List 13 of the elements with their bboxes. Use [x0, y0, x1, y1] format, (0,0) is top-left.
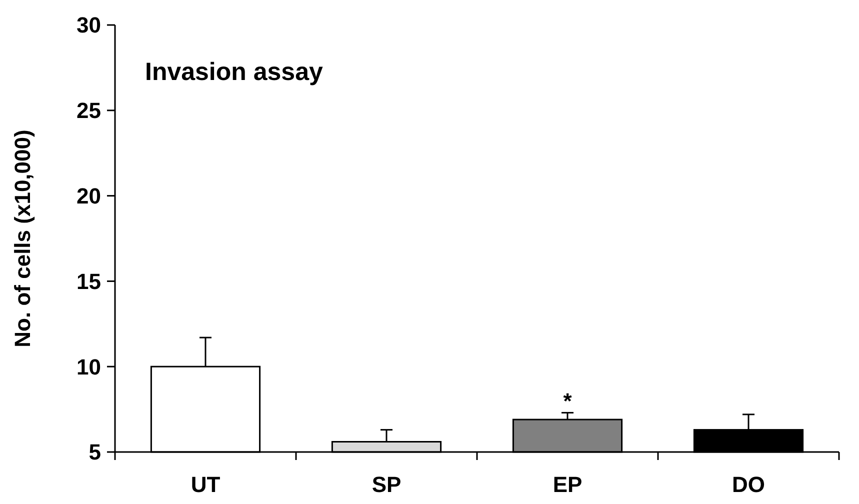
x-tick-label: UT	[190, 472, 221, 497]
text: Invasion assay	[145, 58, 323, 86]
x-tick-label: SP	[372, 472, 402, 497]
x-tick-label: DO	[732, 472, 765, 497]
y-tick-label: 5	[88, 440, 101, 465]
annotation: *	[563, 388, 572, 414]
y-tick-label: 15	[76, 268, 101, 294]
y-tick-label: 30	[76, 12, 101, 38]
y-tick-label: 20	[76, 184, 101, 208]
y-tick-label: 25	[76, 98, 101, 124]
x-tick-label: EP	[552, 472, 582, 497]
y-axis-title: No. of cells (x10,000)	[10, 130, 35, 348]
y-tick-label: 10	[76, 354, 101, 380]
